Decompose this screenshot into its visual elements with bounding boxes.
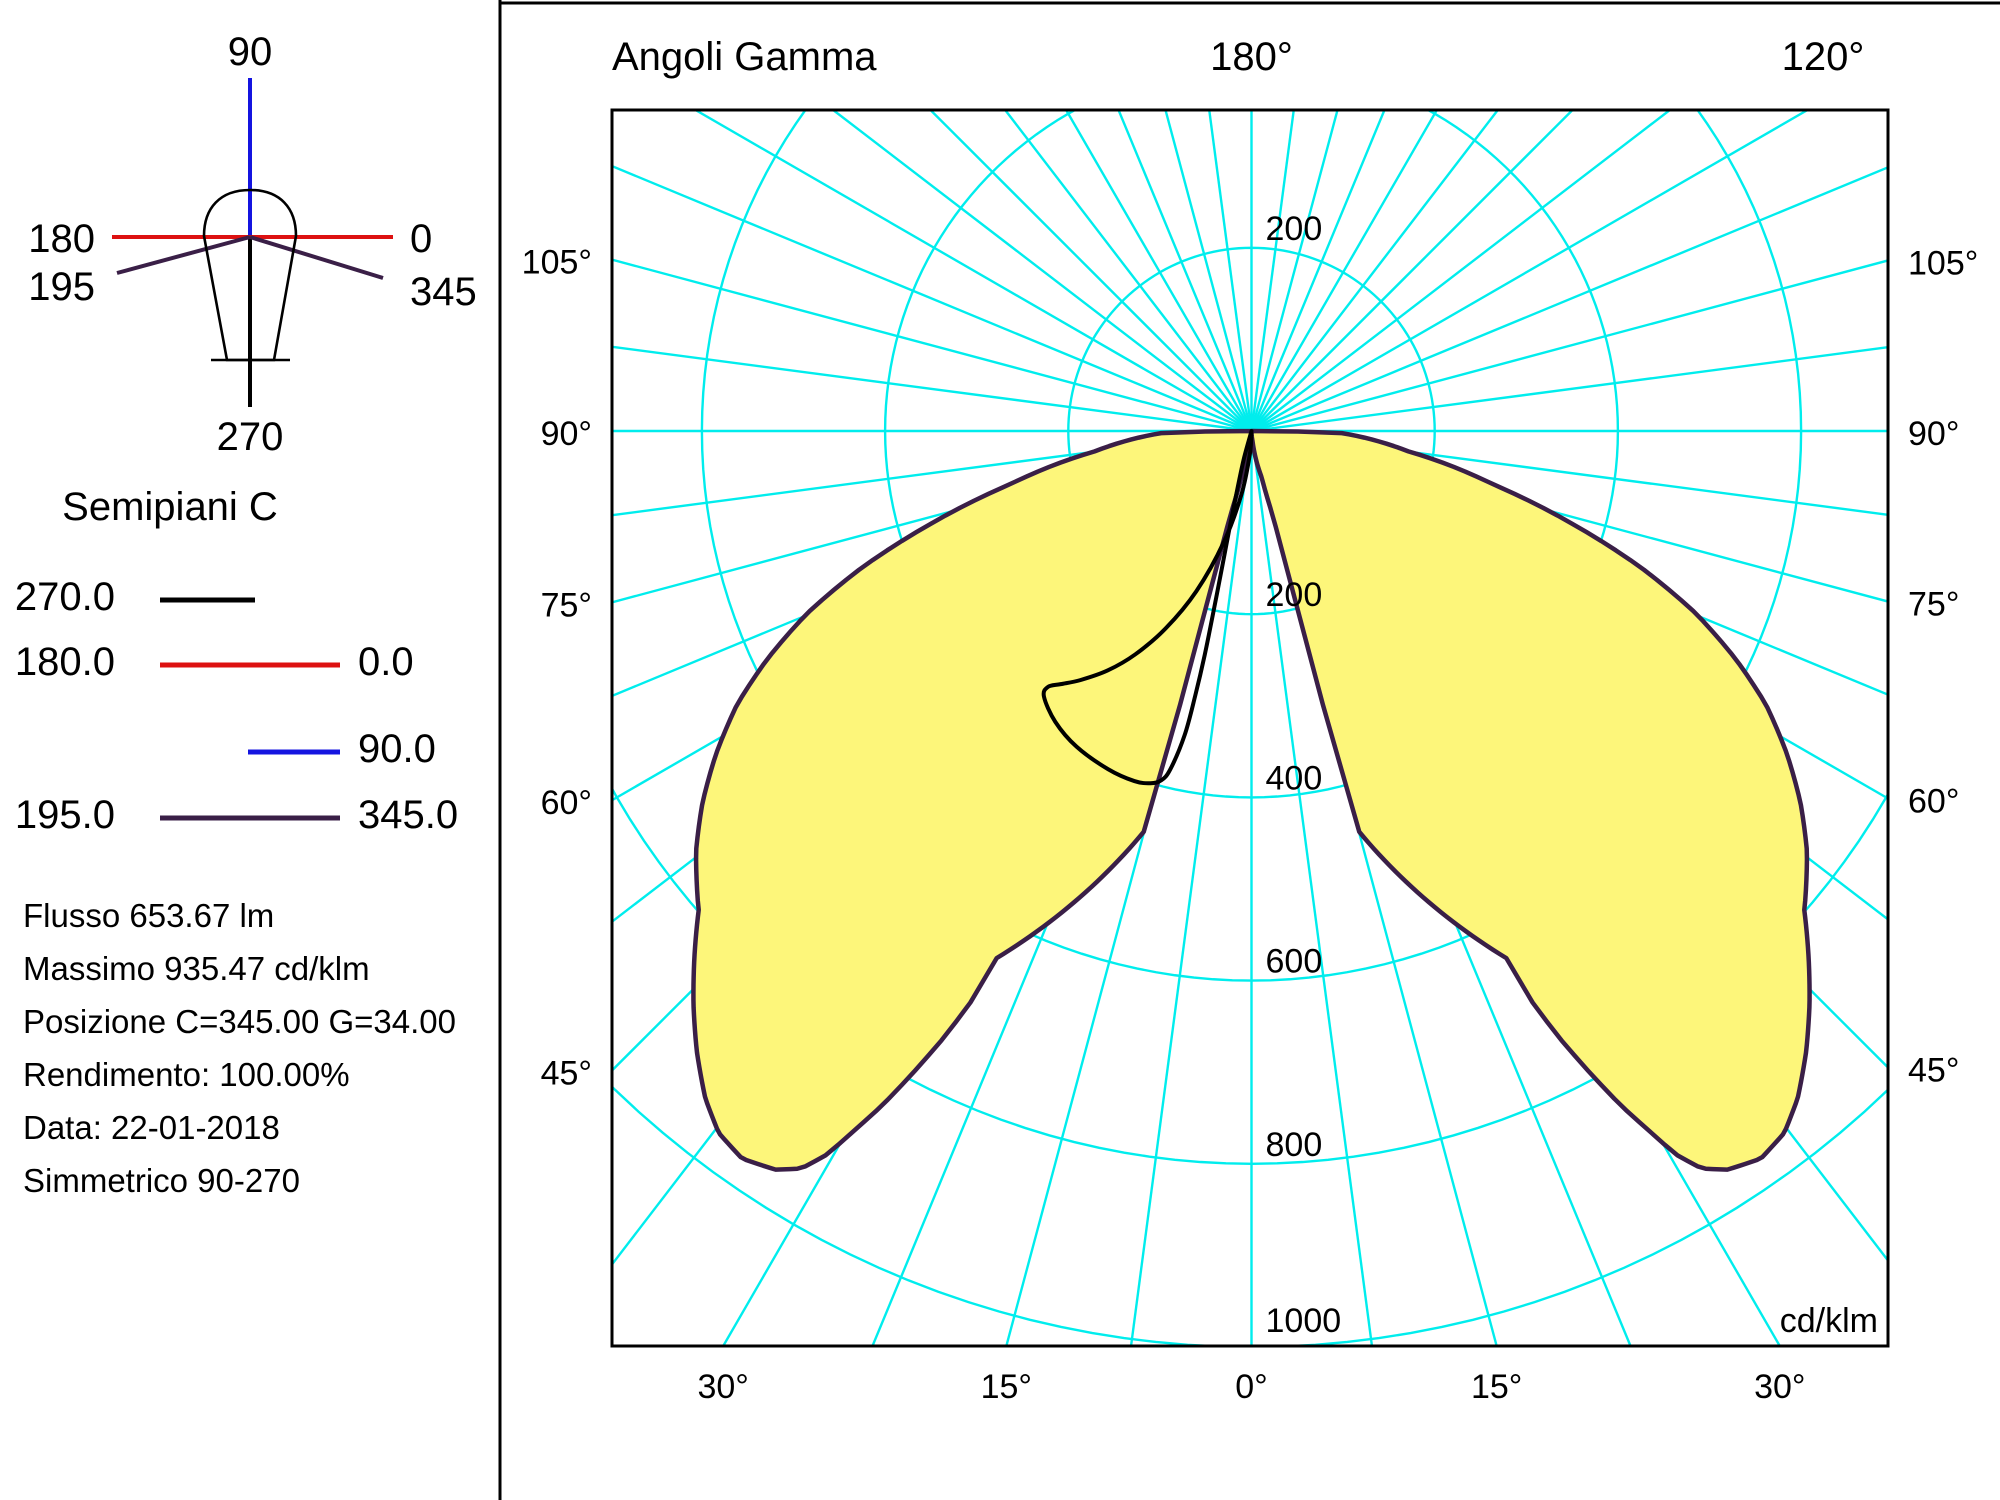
svg-text:105°: 105° bbox=[522, 244, 592, 282]
svg-text:0.0: 0.0 bbox=[358, 640, 414, 684]
svg-text:180°: 180° bbox=[1210, 35, 1293, 79]
svg-text:60°: 60° bbox=[541, 784, 592, 822]
svg-text:345: 345 bbox=[410, 270, 477, 314]
svg-text:600: 600 bbox=[1266, 943, 1323, 981]
svg-text:90.0: 90.0 bbox=[358, 727, 436, 771]
svg-text:1000: 1000 bbox=[1266, 1302, 1342, 1340]
svg-text:195: 195 bbox=[28, 265, 95, 309]
svg-text:30°: 30° bbox=[1754, 1368, 1805, 1406]
svg-text:90°: 90° bbox=[1908, 415, 1959, 453]
svg-text:30°: 30° bbox=[697, 1368, 748, 1406]
svg-text:0: 0 bbox=[410, 217, 432, 261]
svg-text:cd/klm: cd/klm bbox=[1780, 1302, 1878, 1340]
svg-text:75°: 75° bbox=[541, 586, 592, 624]
svg-text:200: 200 bbox=[1266, 210, 1323, 248]
svg-text:Rendimento: 100.00%: Rendimento: 100.00% bbox=[23, 1056, 350, 1093]
svg-text:400: 400 bbox=[1266, 759, 1323, 797]
svg-text:120°: 120° bbox=[1782, 35, 1865, 79]
svg-text:180: 180 bbox=[28, 217, 95, 261]
svg-text:Semipiani C: Semipiani C bbox=[62, 485, 278, 529]
svg-text:180.0: 180.0 bbox=[15, 640, 115, 684]
svg-text:60°: 60° bbox=[1908, 782, 1959, 820]
svg-text:270.0: 270.0 bbox=[15, 575, 115, 619]
svg-text:Posizione C=345.00 G=34.00: Posizione C=345.00 G=34.00 bbox=[23, 1003, 456, 1040]
svg-text:Simmetrico 90-270: Simmetrico 90-270 bbox=[23, 1162, 300, 1199]
svg-text:45°: 45° bbox=[1908, 1052, 1959, 1090]
svg-text:45°: 45° bbox=[541, 1055, 592, 1093]
svg-text:90: 90 bbox=[228, 30, 273, 74]
svg-text:800: 800 bbox=[1266, 1126, 1323, 1164]
svg-text:195.0: 195.0 bbox=[15, 793, 115, 837]
svg-text:Flusso 653.67 lm: Flusso 653.67 lm bbox=[23, 897, 274, 934]
svg-text:200: 200 bbox=[1266, 576, 1323, 614]
svg-text:90°: 90° bbox=[541, 415, 592, 453]
svg-text:Data: 22-01-2018: Data: 22-01-2018 bbox=[23, 1109, 280, 1146]
svg-text:345.0: 345.0 bbox=[358, 793, 458, 837]
svg-text:105°: 105° bbox=[1908, 244, 1978, 282]
svg-text:15°: 15° bbox=[981, 1368, 1032, 1406]
svg-text:75°: 75° bbox=[1908, 586, 1959, 624]
svg-text:0°: 0° bbox=[1235, 1368, 1268, 1406]
svg-text:Angoli Gamma: Angoli Gamma bbox=[612, 35, 877, 79]
svg-text:Massimo 935.47 cd/klm: Massimo 935.47 cd/klm bbox=[23, 950, 370, 987]
svg-text:270: 270 bbox=[217, 415, 284, 459]
svg-text:15°: 15° bbox=[1471, 1368, 1522, 1406]
